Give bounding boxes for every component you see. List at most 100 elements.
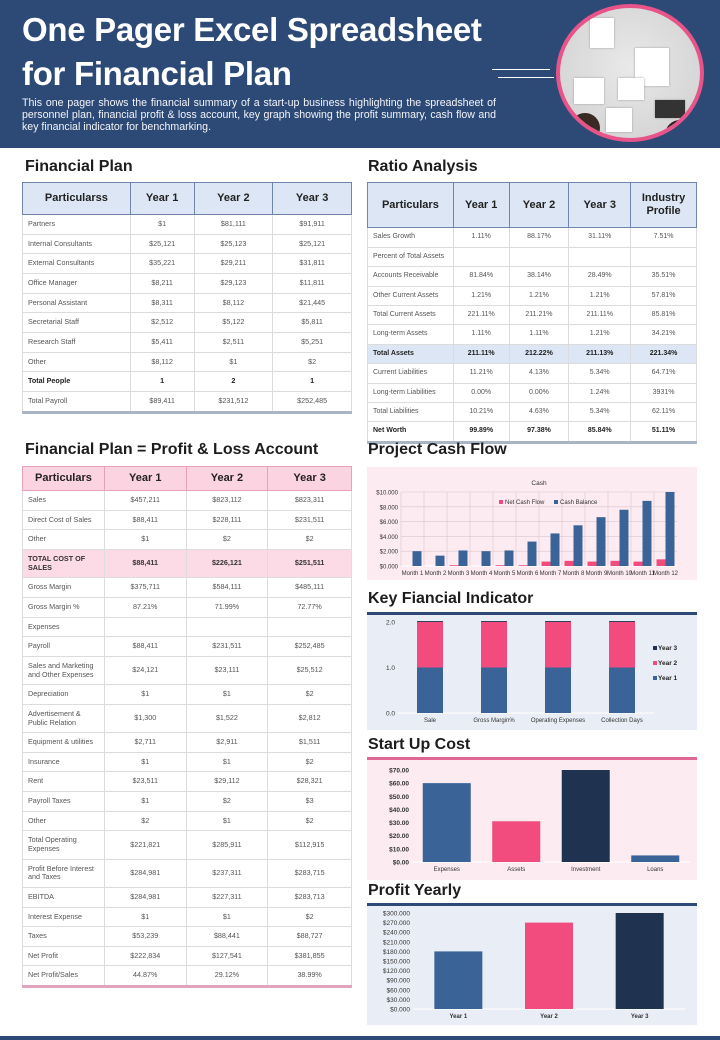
row-label: Long-term Liabilities [367, 382, 454, 403]
cash-flow-title: Project Cash Flow [368, 441, 507, 458]
bar-net-cash-flow [610, 560, 620, 566]
cell-value: 10.21% [452, 401, 510, 423]
cell-value: 211.11% [568, 304, 632, 326]
cell-value: 64.71% [630, 363, 697, 384]
cell-value: 221.11% [452, 304, 510, 326]
cell-value: $23,111 [185, 655, 269, 686]
x-tick-label: Collection Days [601, 718, 643, 724]
row-label: Net Worth [367, 421, 454, 443]
cell-value: $89,411 [129, 390, 195, 413]
row-label: Taxes [22, 926, 105, 947]
y-tick-label: $40.00 [389, 807, 409, 814]
column-header: Year 3 [272, 181, 352, 216]
cell-value: 1.11% [508, 324, 570, 345]
cell-value: $283,715 [267, 858, 352, 888]
row-label: Advertisement & Public Relation [22, 703, 105, 734]
bar-cash-balance [550, 533, 560, 566]
table-row: Current Liabilities 11.21% 4.13% 5.34% 64.71… [367, 363, 697, 384]
x-tick-label: Investment [571, 867, 601, 873]
bar [561, 770, 610, 862]
bar-net-cash-flow [449, 565, 459, 566]
table-row: Research Staff $5,411 $2,511 $5,251 [22, 332, 352, 353]
row-label: Gross Margin [22, 577, 105, 599]
cell-value: 2 [193, 371, 274, 392]
row-label: Insurance [22, 751, 105, 773]
y-tick-label: 0.0 [386, 711, 395, 718]
header-row: Particulars Year 1 Year 2 Year 3 [22, 465, 352, 492]
chart-title: Cash [531, 480, 547, 487]
cell-value: $222,834 [103, 945, 187, 967]
column-header: Year 1 [129, 181, 195, 216]
row-label: Sales Growth [367, 227, 454, 248]
cell-value: $2 [267, 684, 352, 705]
y-tick-label: $4.000 [380, 535, 399, 541]
table-row: Taxes $53,239 $88,441 $88,727 [22, 926, 352, 947]
ratio-analysis-title: Ratio Analysis [368, 158, 478, 175]
cell-value: $2 [185, 529, 269, 551]
y-tick-label: $20.00 [389, 833, 409, 840]
bar-cash-balance [481, 551, 491, 566]
cell-value: 28.49% [568, 266, 632, 287]
cash-flow-chart: $0.000 $2.000 $4.000 $6.000 $8.000 $10.000 Mon… [367, 467, 697, 580]
cell-value: $1 [103, 684, 187, 705]
table-row: Other $1 $2 $2 [22, 529, 352, 551]
table-row: Rent $23,511 $29,112 $28,321 [22, 771, 352, 793]
table-row: Long-term Assets 1.11% 1.11% 1.21% 34.21% [367, 324, 697, 345]
cell-value: 1 [272, 371, 352, 392]
cell-value: 211.21% [508, 304, 570, 326]
startup-cost-title: Start Up Cost [368, 736, 471, 753]
bar-cash-balance [527, 541, 537, 566]
cell-value: 1.11% [452, 227, 510, 248]
cell-value [185, 616, 269, 638]
cell-value: $2 [267, 751, 352, 773]
x-tick-label: Loans [647, 867, 663, 873]
table-row: Gross Margin $375,711 $584,111 $485,111 [22, 577, 352, 599]
table-row: Total Liabilities 10.21% 4.63% 5.34% 62.11% [367, 401, 697, 423]
row-label: Net Profit [22, 945, 105, 967]
y-tick-label: $10.00 [389, 846, 409, 853]
cell-value: $91,911 [272, 214, 352, 235]
table-row: External Consultants $35,221 $29,211 $31,81… [22, 253, 352, 275]
table-row: Internal Consultants $25,121 $25,123 $25,12… [22, 233, 352, 255]
header-row: Particulars Year 1 Year 2 Year 3 Industry Pr… [367, 181, 697, 229]
bar-year-2 [481, 622, 507, 668]
table-row: Percent of Total Assets [367, 246, 697, 268]
table-row: Net Profit/Sales 44.87% 29.12% 38.99% [22, 965, 352, 988]
x-tick-label: Year 2 [540, 1014, 558, 1020]
cell-value: 7.51% [630, 227, 697, 248]
financial-plan-table: Particularss Year 1 Year 2 Year 3 Partners $1… [22, 181, 352, 414]
column-header: Year 1 [452, 181, 510, 229]
cell-value: $88,411 [103, 509, 187, 531]
chart-top-border [367, 757, 697, 760]
x-tick-label: Month 5 [494, 571, 516, 577]
table-row: Expenses [22, 616, 352, 638]
y-tick-label: $30.00 [389, 820, 409, 827]
row-label: Internal Consultants [22, 233, 131, 255]
row-label: Total People [22, 371, 131, 392]
row-label: Partners [22, 214, 131, 235]
cell-value: 221.34% [630, 343, 697, 365]
cell-value: $457,211 [103, 490, 187, 511]
bar [615, 913, 664, 1009]
column-header: Year 2 [193, 181, 274, 216]
y-tick-label: $60.000 [387, 987, 411, 994]
bar-cash-balance [642, 500, 652, 566]
cell-value: 34.21% [630, 324, 697, 345]
cell-value: $88,411 [103, 636, 187, 657]
cell-value: $228,111 [185, 509, 269, 531]
bar-cash-balance [596, 517, 606, 566]
row-label: Depreciation [22, 684, 105, 705]
startup-cost-chart: $0.00 $10.00 $20.00 $30.00 $40.00 $50.00 $60.0… [367, 757, 697, 880]
legend-swatch [499, 500, 503, 504]
cell-value: $283,713 [267, 886, 352, 908]
cell-value: $1 [103, 751, 187, 773]
row-label: Percent of Total Assets [367, 246, 454, 268]
x-tick-label: Month 6 [517, 571, 539, 577]
cell-value: 1 [129, 371, 195, 392]
cell-value: $1,300 [103, 703, 187, 734]
row-label: Total Operating Expenses [22, 830, 105, 860]
cell-value: $1 [185, 906, 269, 928]
x-tick-label: Month 4 [471, 571, 493, 577]
row-label: Accounts Receivable [367, 266, 454, 287]
cell-value: 0.00% [508, 382, 570, 403]
